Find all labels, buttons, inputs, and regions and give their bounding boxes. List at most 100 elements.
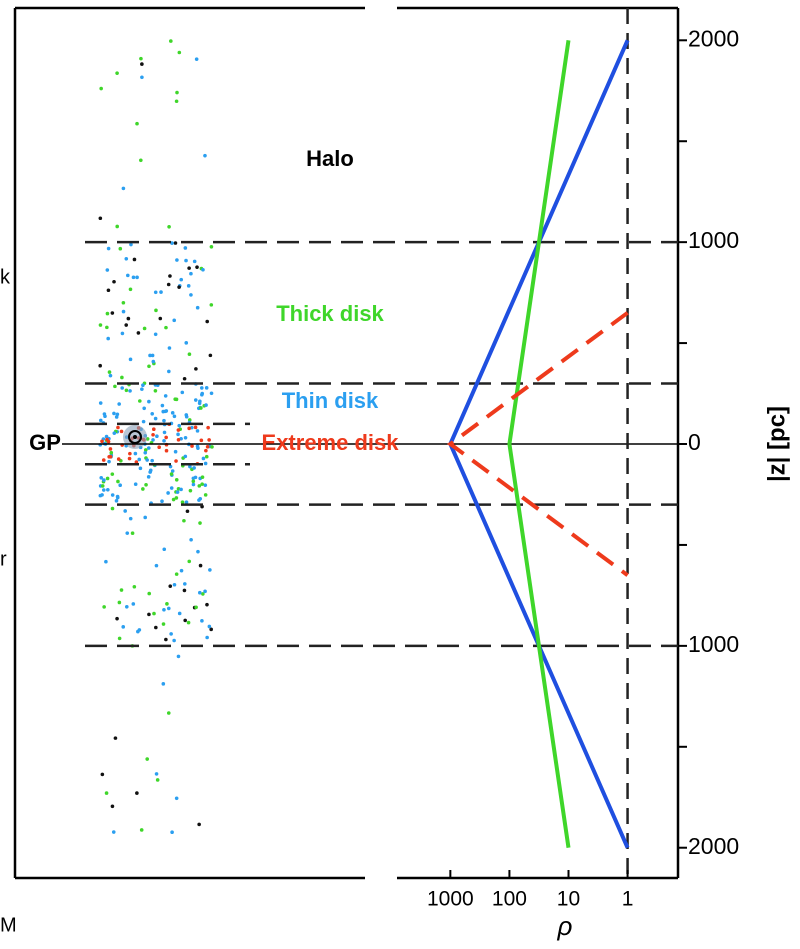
star (194, 57, 199, 61)
star (170, 411, 175, 415)
star (200, 475, 205, 479)
star (105, 476, 110, 481)
star (177, 423, 182, 428)
star (189, 537, 193, 542)
region-label: Extreme disk (262, 430, 400, 455)
star (121, 300, 126, 305)
star (167, 225, 171, 229)
star (135, 791, 139, 795)
star (187, 559, 192, 564)
region-label: Thick disk (276, 301, 384, 326)
star (193, 398, 198, 402)
star (154, 625, 158, 630)
star (150, 353, 155, 358)
star (172, 414, 177, 419)
star (110, 506, 115, 511)
star (142, 326, 147, 331)
star (141, 419, 146, 424)
star (172, 638, 176, 643)
star (170, 469, 175, 473)
star (188, 488, 193, 493)
star (126, 316, 131, 321)
star (160, 403, 165, 408)
star (98, 401, 103, 405)
star (186, 284, 191, 288)
star (152, 611, 156, 616)
star (135, 275, 139, 280)
star (197, 498, 201, 502)
star (109, 450, 114, 455)
star (164, 448, 169, 453)
star (115, 224, 120, 229)
star (166, 711, 171, 715)
star (123, 509, 127, 513)
star (102, 478, 106, 482)
star (166, 606, 171, 611)
star (169, 486, 174, 490)
star (125, 273, 130, 278)
star (125, 531, 130, 535)
star (199, 386, 204, 390)
star (135, 121, 139, 126)
star (107, 370, 112, 374)
star (168, 274, 172, 278)
star (176, 438, 181, 442)
star (179, 487, 183, 492)
star (182, 588, 187, 593)
star (174, 496, 179, 500)
star (98, 323, 103, 327)
star (159, 290, 163, 294)
star (200, 619, 204, 623)
star (195, 429, 200, 433)
star (173, 241, 178, 245)
star (120, 331, 125, 336)
star (206, 425, 210, 430)
star (106, 488, 110, 492)
star (205, 635, 209, 640)
star (187, 426, 191, 431)
star (186, 620, 191, 625)
star (175, 258, 179, 262)
star (198, 399, 202, 404)
star (153, 416, 158, 421)
star (196, 549, 200, 554)
star (136, 331, 141, 335)
star (150, 411, 155, 416)
star (130, 531, 135, 536)
star (189, 293, 193, 297)
star (200, 392, 204, 397)
star (143, 515, 148, 520)
y-tick-label: 0 (688, 429, 701, 455)
star (136, 629, 140, 634)
star (175, 90, 179, 95)
star (180, 500, 185, 504)
star (111, 830, 116, 834)
star (140, 62, 144, 66)
star (162, 547, 167, 552)
star (131, 275, 136, 280)
star (140, 75, 144, 80)
star (99, 86, 103, 91)
star (207, 438, 211, 442)
star (168, 464, 173, 469)
star (114, 499, 119, 503)
star (115, 412, 120, 417)
star (157, 445, 161, 449)
star (174, 572, 179, 576)
star (102, 412, 107, 416)
star (101, 458, 106, 462)
star (187, 352, 192, 356)
star (203, 589, 207, 594)
star (133, 451, 138, 456)
star (184, 414, 189, 419)
star (153, 332, 158, 337)
star (180, 390, 185, 395)
star (162, 418, 166, 423)
star (210, 445, 214, 449)
star (209, 244, 214, 249)
star (197, 590, 202, 595)
star (143, 448, 148, 452)
star (203, 493, 208, 497)
star (179, 277, 184, 282)
